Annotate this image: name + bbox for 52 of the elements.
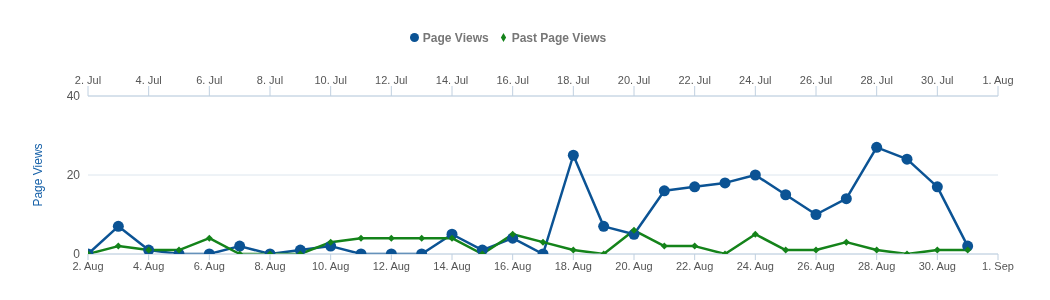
x-tick-label: 8. Aug	[254, 259, 286, 272]
x-tick-label: 14. Aug	[433, 259, 471, 272]
point	[112, 220, 124, 232]
x-tick-label: 20. Aug	[615, 259, 653, 272]
x2-tick-label: 14. Jul	[435, 74, 469, 86]
y-axis-title: Page Views	[31, 143, 46, 207]
point	[810, 209, 822, 220]
x-tick-label: 18. Aug	[554, 259, 592, 272]
x-tick-label: 10. Aug	[312, 259, 350, 272]
x-tick-label: 28. Aug	[858, 259, 896, 272]
x-tick-label: 2. Aug	[72, 259, 104, 272]
x2-tick-label: 8. Jul	[256, 74, 284, 86]
x2-tick-label: 12. Jul	[375, 74, 408, 86]
x-tick-label: 4. Aug	[133, 259, 165, 272]
x-tick-label: 16. Aug	[494, 259, 532, 272]
y-tick-label: 0	[73, 247, 81, 262]
x2-tick-label: 10. Jul	[314, 74, 347, 86]
x2-tick-label: 16. Jul	[496, 74, 529, 86]
point	[901, 153, 913, 165]
x2-tick-label: 2. Jul	[74, 74, 102, 86]
x2-tick-label: 6. Jul	[196, 74, 223, 86]
x2-tick-label: 30. Jul	[921, 74, 954, 86]
y-tick-label: 40	[66, 89, 81, 104]
point	[719, 177, 731, 189]
point	[567, 149, 579, 161]
point	[931, 181, 943, 193]
x-tick-label: 6. Aug	[193, 259, 225, 272]
x2-tick-label: 26. Jul	[799, 74, 833, 86]
point	[871, 141, 883, 153]
x2-tick-label: 4. Jul	[135, 74, 162, 86]
point	[840, 193, 852, 205]
x-tick-label: 1. Sep	[982, 259, 1014, 272]
x2-tick-label: 22. Jul	[678, 74, 711, 86]
point	[689, 181, 701, 193]
x2-tick-label: 18. Jul	[557, 74, 590, 86]
legend-label: Past Page Views	[511, 31, 607, 45]
y-tick-label: 20	[66, 168, 81, 183]
point	[598, 220, 610, 232]
point	[749, 169, 761, 181]
point	[234, 240, 246, 252]
x2-tick-label: 1. Aug	[982, 74, 1014, 86]
x-tick-label: 30. Aug	[918, 259, 956, 272]
x-tick-label: 24. Aug	[736, 259, 774, 272]
x2-tick-label: 20. Jul	[617, 74, 651, 86]
point	[780, 189, 792, 201]
x2-tick-label: 28. Jul	[860, 74, 893, 86]
x-tick-label: 26. Aug	[797, 259, 835, 272]
x-tick-label: 22. Aug	[676, 259, 714, 272]
x-tick-label: 12. Aug	[372, 259, 410, 272]
x2-tick-label: 24. Jul	[739, 74, 772, 86]
legend-label: Page Views	[422, 31, 489, 45]
point	[658, 185, 670, 197]
